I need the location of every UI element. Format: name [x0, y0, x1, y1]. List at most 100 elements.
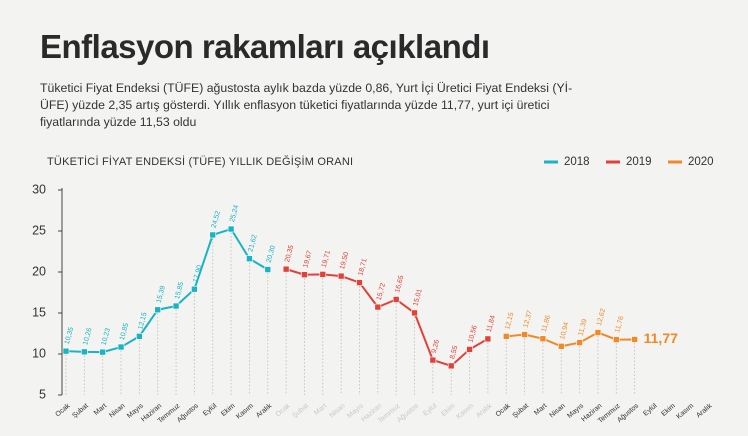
x-tick-label: Eylül: [642, 402, 658, 417]
marker: [631, 336, 638, 343]
x-tick-label: Şubat: [291, 403, 310, 420]
marker: [484, 335, 492, 343]
value-label: 21,62: [247, 234, 258, 253]
x-tick-label: Şubat: [71, 403, 90, 420]
x-tick-label: Nisan: [328, 403, 346, 420]
marker: [191, 285, 198, 293]
marker: [282, 265, 290, 273]
value-label: 20,35: [284, 244, 295, 263]
value-label: 17,90: [192, 264, 203, 283]
value-label: 19,50: [339, 251, 350, 270]
value-label: 18,71: [357, 258, 368, 277]
value-label: 20,30: [266, 245, 277, 264]
marker: [447, 362, 455, 370]
marker: [99, 348, 106, 356]
title: Enflasyon rakamları açıklandı: [40, 28, 490, 65]
marker: [557, 342, 565, 350]
y-tick-label: 20: [32, 264, 46, 278]
marker: [539, 335, 547, 343]
marker: [154, 306, 162, 314]
chart-title: TÜKETİCİ FİYAT ENDEKSİ (TÜFE) YILLIK DEĞ…: [47, 155, 353, 168]
x-tick-label: Ocak: [495, 402, 512, 418]
subtitle: Tüketici Fiyat Endeksi (TÜFE) ağustosta …: [40, 81, 573, 129]
value-label: 24,52: [211, 210, 222, 229]
marker: [594, 329, 602, 336]
marker: [264, 266, 272, 273]
value-label: 15,85: [174, 281, 185, 300]
x-tick-label: Eylül: [202, 402, 218, 417]
x-tick-label: Mart: [93, 403, 108, 417]
value-label: 15,39: [156, 285, 167, 304]
last-value-label: 11,77: [644, 330, 678, 346]
marker: [117, 343, 125, 351]
marker: [612, 336, 620, 343]
value-label: 12,37: [523, 310, 534, 329]
value-label: 19,67: [302, 250, 313, 269]
marker: [62, 347, 70, 355]
x-tick-label: Kasım: [675, 402, 695, 420]
x-tick-label: Ocak: [54, 402, 71, 418]
legend-label: 2019: [626, 156, 652, 168]
x-tick-label: Ocak: [275, 402, 292, 418]
value-label: 9,26: [431, 339, 441, 354]
x-tick-label: Nisan: [108, 403, 126, 420]
value-label: 25,24: [229, 204, 240, 223]
x-tick-label: Mart: [533, 403, 548, 417]
value-label: 10,56: [467, 325, 478, 344]
value-label: 15,72: [376, 282, 387, 301]
marker: [429, 356, 437, 364]
marker: [374, 303, 382, 311]
x-tick-label: Şubat: [512, 403, 531, 420]
value-label: 10,26: [82, 327, 93, 346]
marker: [576, 339, 583, 346]
x-tick-label: Kasım: [235, 402, 255, 420]
marker: [246, 255, 253, 263]
value-label: 16,65: [394, 275, 405, 294]
x-tick-label: Nisan: [549, 403, 567, 420]
value-label: 11,76: [614, 315, 625, 333]
marker: [81, 348, 88, 356]
marker: [521, 331, 528, 338]
y-tick-label: 15: [32, 305, 46, 319]
x-tick-label: Ağustos: [616, 402, 640, 424]
y-tick-label: 5: [39, 387, 46, 401]
marker: [466, 346, 473, 353]
x-tick-label: Aralık: [475, 402, 494, 419]
y-tick-label: 25: [32, 223, 46, 237]
x-tick-label: Eylül: [422, 402, 438, 417]
y-tick-label: 10: [32, 346, 46, 360]
legend-label: 2020: [688, 156, 714, 168]
value-label: 11,86: [541, 314, 552, 332]
y-tick-label: 30: [32, 182, 46, 196]
value-label: 12,62: [596, 308, 607, 327]
value-label: 15,01: [412, 288, 423, 307]
marker: [392, 296, 400, 303]
value-label: 10,85: [119, 322, 130, 341]
x-tick-label: Ağustos: [176, 402, 200, 424]
value-label: 11,39: [578, 318, 589, 336]
marker: [502, 333, 510, 340]
marker: [172, 302, 180, 310]
x-tick-label: Aralık: [695, 402, 714, 419]
value-label: 12,15: [137, 312, 148, 331]
x-tick-label: Aralık: [255, 402, 274, 419]
value-label: 10,94: [559, 321, 570, 340]
value-label: 12,15: [504, 312, 515, 331]
value-label: 10,23: [101, 327, 112, 346]
x-tick-label: Kasım: [455, 402, 475, 420]
marker: [356, 279, 363, 286]
marker: [136, 333, 143, 340]
x-tick-label: Mart: [313, 403, 328, 417]
value-label: 10,35: [64, 326, 75, 345]
marker: [319, 271, 327, 278]
marker: [411, 309, 418, 317]
x-tick-label: Ağustos: [396, 402, 420, 424]
value-label: 8,55: [449, 345, 459, 360]
marker: [227, 225, 235, 233]
series-line: [65, 227, 269, 354]
marker: [301, 271, 308, 279]
marker: [337, 272, 345, 280]
marker: [209, 231, 217, 239]
value-label: 11,84: [486, 315, 497, 333]
